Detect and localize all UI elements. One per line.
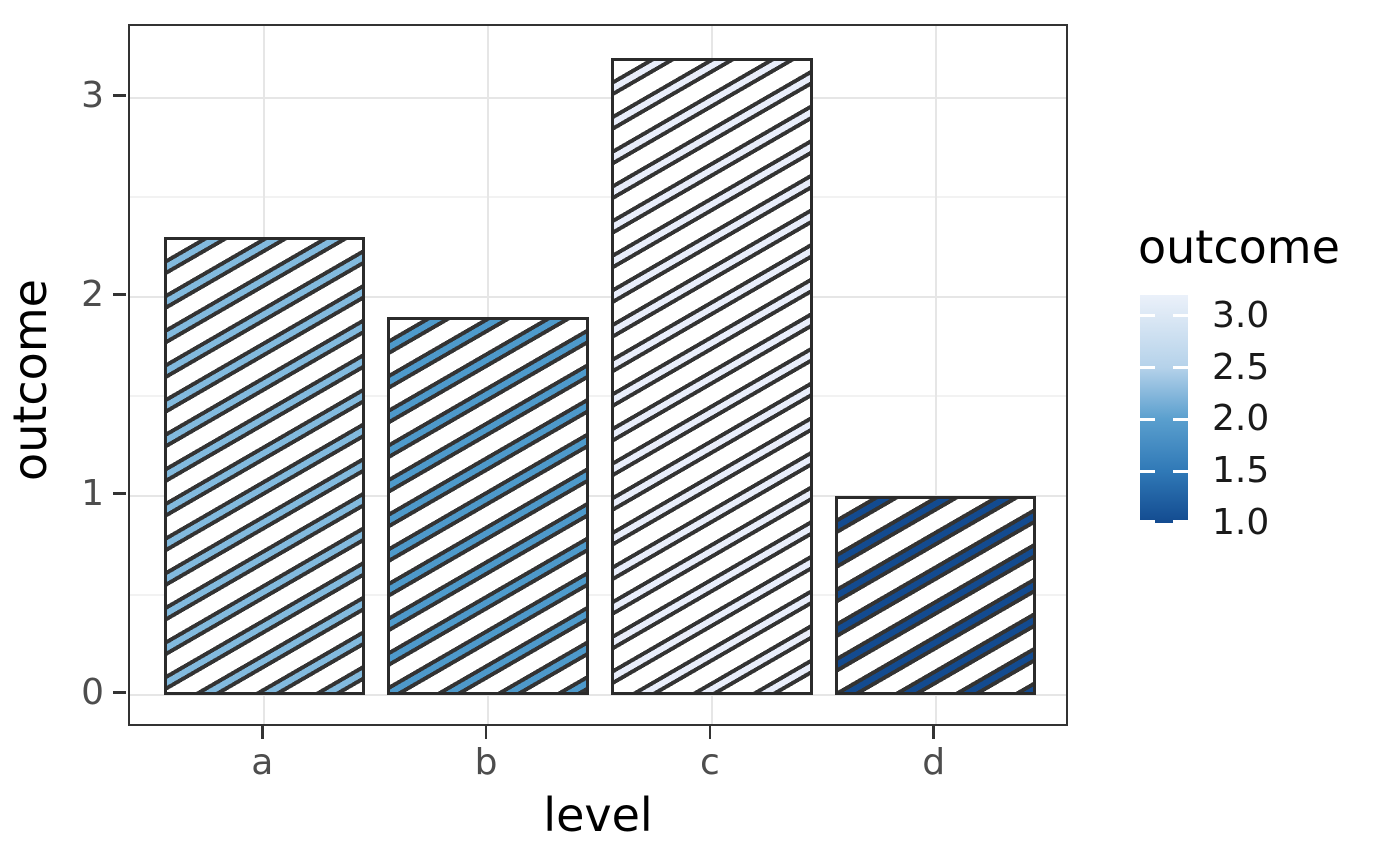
x-axis-tick xyxy=(708,726,712,739)
y-gridline-major xyxy=(130,96,1066,99)
legend-tick-label: 1.0 xyxy=(1212,502,1270,543)
legend-tick-label: 2.5 xyxy=(1212,346,1270,388)
y-gridline-minor xyxy=(130,594,1066,596)
x-gridline-major xyxy=(934,26,937,724)
bar-c xyxy=(611,57,813,695)
x-tick-label-c: c xyxy=(699,742,720,783)
legend-colorbar xyxy=(1140,295,1188,523)
y-gridline-major xyxy=(130,295,1066,298)
legend-title: outcome xyxy=(1138,220,1340,274)
y-tick-label: 0 xyxy=(81,671,104,713)
bar-a xyxy=(163,236,365,695)
y-gridline-major xyxy=(130,693,1066,696)
x-tick-label-b: b xyxy=(474,742,498,783)
colorbar-tick xyxy=(1173,366,1188,370)
y-tick-label: 1 xyxy=(81,472,104,514)
colorbar-tick xyxy=(1173,417,1188,421)
x-axis-tick xyxy=(261,726,264,739)
colorbar-tick xyxy=(1140,469,1155,473)
colorbar-tick xyxy=(1173,520,1188,523)
colorbar-tick xyxy=(1173,469,1188,473)
colorbar-tick xyxy=(1140,520,1155,523)
y-axis-tick xyxy=(113,293,126,296)
x-tick-label-a: a xyxy=(251,742,274,783)
x-axis-tick xyxy=(932,726,935,739)
colorbar-tick xyxy=(1173,314,1188,318)
colorbar-tick xyxy=(1140,314,1155,318)
bar-b xyxy=(387,316,589,695)
y-tick-label: 2 xyxy=(81,273,104,315)
legend-tick-label: 3.0 xyxy=(1212,294,1270,336)
x-tick-label-d: d xyxy=(922,742,946,783)
bar-d xyxy=(835,495,1037,695)
colorbar-tick xyxy=(1140,417,1155,421)
y-axis-tick xyxy=(113,691,126,694)
y-axis-tick xyxy=(113,94,126,97)
y-axis-tick xyxy=(113,492,126,495)
x-axis-tick xyxy=(484,726,488,739)
legend-tick-label: 2.0 xyxy=(1212,398,1270,440)
x-axis-title: level xyxy=(543,788,653,842)
colorbar-tick xyxy=(1140,366,1155,370)
y-gridline-major xyxy=(130,494,1066,497)
legend-tick-label: 1.5 xyxy=(1212,450,1270,492)
y-gridline-minor xyxy=(130,395,1066,397)
y-gridline-minor xyxy=(130,196,1066,198)
plot-panel xyxy=(128,24,1068,726)
y-tick-label: 3 xyxy=(81,74,104,116)
